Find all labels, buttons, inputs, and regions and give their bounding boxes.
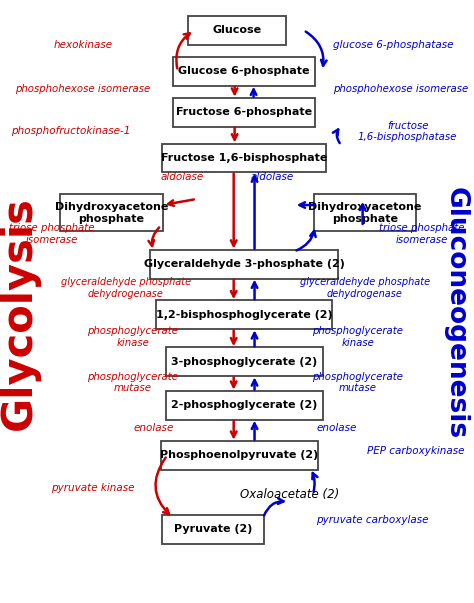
Text: Glyceraldehyde 3-phosphate (2): Glyceraldehyde 3-phosphate (2) [144, 259, 345, 269]
Text: 3-phosphoglycerate (2): 3-phosphoglycerate (2) [171, 357, 317, 367]
Text: phosphohexose isomerase: phosphohexose isomerase [15, 84, 151, 94]
Text: triose phosphate
isomerase: triose phosphate isomerase [9, 223, 95, 245]
Text: Glycolysis: Glycolysis [0, 197, 40, 431]
Text: enolase: enolase [316, 423, 357, 433]
Text: phosphoglycerate
kinase: phosphoglycerate kinase [312, 326, 403, 348]
Text: Phosphoenolpyruvate (2): Phosphoenolpyruvate (2) [160, 450, 319, 460]
Text: Gluconeogenesis: Gluconeogenesis [443, 188, 469, 440]
FancyBboxPatch shape [162, 144, 326, 172]
FancyBboxPatch shape [173, 98, 316, 127]
Text: Oxaloacetate (2): Oxaloacetate (2) [239, 488, 339, 501]
Text: Dihydroxyacetone
phosphate: Dihydroxyacetone phosphate [55, 202, 168, 224]
Text: pyruvate kinase: pyruvate kinase [51, 484, 134, 493]
Text: Glucose 6-phosphate: Glucose 6-phosphate [178, 66, 310, 76]
Text: 2-phosphoglycerate (2): 2-phosphoglycerate (2) [171, 400, 317, 410]
FancyBboxPatch shape [150, 250, 338, 279]
Text: triose phosphate
isomerase: triose phosphate isomerase [379, 223, 465, 245]
Text: Dihydroxyacetone
phosphate: Dihydroxyacetone phosphate [308, 202, 422, 224]
FancyBboxPatch shape [188, 16, 286, 45]
Text: Fructose 1,6-bisphosphate: Fructose 1,6-bisphosphate [161, 153, 328, 163]
Text: phosphoglycerate
mutase: phosphoglycerate mutase [87, 371, 178, 393]
FancyBboxPatch shape [166, 391, 323, 420]
FancyBboxPatch shape [173, 57, 316, 86]
Text: pyruvate carboxylase: pyruvate carboxylase [316, 515, 428, 525]
Text: hexokinase: hexokinase [54, 40, 112, 50]
FancyBboxPatch shape [156, 300, 332, 329]
Text: fructose
1,6-bisphosphatase: fructose 1,6-bisphosphatase [358, 121, 457, 142]
Text: phosphohexose isomerase: phosphohexose isomerase [333, 84, 468, 94]
Text: glyceraldehyde phosphate
dehydrogenase: glyceraldehyde phosphate dehydrogenase [300, 277, 430, 299]
Text: enolase: enolase [134, 423, 174, 433]
Text: aldolase: aldolase [251, 172, 294, 182]
FancyBboxPatch shape [314, 194, 416, 231]
Text: PEP carboxykinase: PEP carboxykinase [367, 446, 465, 456]
FancyBboxPatch shape [161, 441, 318, 470]
Text: Glucose: Glucose [212, 25, 262, 35]
Text: glyceraldehyde phosphate
dehydrogenase: glyceraldehyde phosphate dehydrogenase [61, 277, 191, 299]
FancyBboxPatch shape [166, 347, 323, 376]
FancyBboxPatch shape [162, 515, 264, 544]
Text: Fructose 6-phosphate: Fructose 6-phosphate [176, 107, 312, 117]
Text: phosphoglycerate
mutase: phosphoglycerate mutase [312, 371, 403, 393]
Text: 1,2-bisphosphoglycerate (2): 1,2-bisphosphoglycerate (2) [156, 310, 332, 320]
FancyBboxPatch shape [60, 194, 163, 231]
Text: Pyruvate (2): Pyruvate (2) [174, 525, 253, 534]
Text: aldolase: aldolase [161, 172, 204, 182]
Text: glucose 6-phosphatase: glucose 6-phosphatase [333, 40, 454, 50]
Text: phosphofructokinase-1: phosphofructokinase-1 [11, 127, 131, 136]
Text: phosphoglycerate
kinase: phosphoglycerate kinase [87, 326, 178, 348]
